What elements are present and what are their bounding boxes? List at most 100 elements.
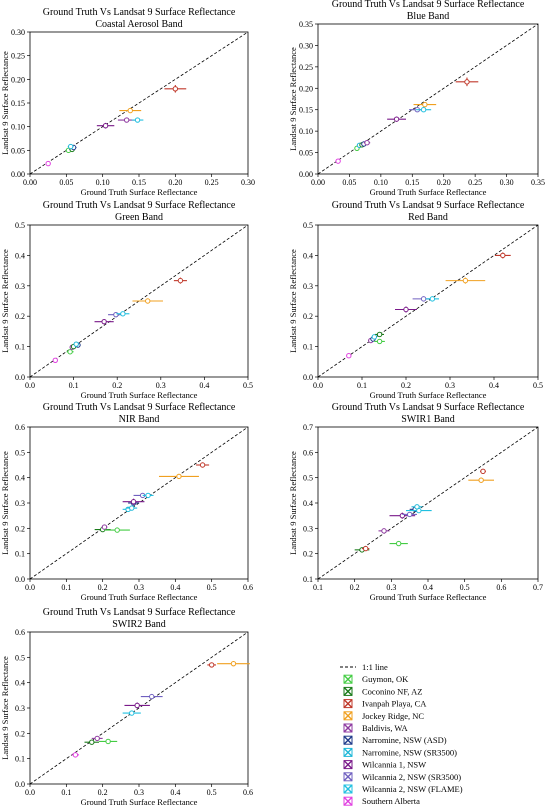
data-point: [122, 498, 145, 505]
data-point: [375, 331, 384, 338]
data-point: [425, 296, 439, 302]
y-tick-label: 0.3: [15, 282, 25, 291]
data-point: [91, 735, 103, 742]
chart-title: Ground Truth Vs Landsat 9 Surface Reflec…: [43, 607, 236, 618]
legend-label: 1:1 line: [362, 662, 388, 672]
y-tick-label: 0.25: [11, 52, 25, 61]
chart-subtitle: Red Band: [408, 212, 448, 223]
point-marker: [335, 158, 341, 164]
x-tick-label: 0.00: [311, 178, 325, 187]
legend-label: Guymon, OK: [362, 674, 409, 684]
x-axis-label: Ground Truth Surface Reflectance: [370, 592, 487, 602]
data-point: [389, 540, 408, 547]
legend-marker-box: [343, 784, 353, 794]
legend-marker-stroke: [343, 686, 353, 696]
x-tick-label: 0.20: [168, 178, 182, 187]
y-tick-label: 0.4: [15, 251, 25, 260]
x-tick-label: 0.4: [170, 788, 180, 797]
x-tick-label: 0.00: [23, 178, 37, 187]
legend-label: Ivanpah Playa, CA: [362, 699, 427, 709]
x-tick-label: 0.0: [313, 381, 323, 390]
x-tick-label: 0.3: [386, 583, 396, 592]
y-tick-label: 0.0: [15, 780, 25, 789]
data-point: [480, 468, 486, 475]
legend-marker-box: [343, 796, 353, 806]
chart-panel-6: Ground Truth Vs Landsat 9 Surface Reflec…: [288, 402, 543, 602]
data-point: [101, 524, 108, 530]
chart-subtitle: SWIR2 Band: [112, 619, 166, 630]
point-marker: [172, 86, 179, 92]
x-tick-label: 0.0: [25, 583, 35, 592]
legend-label: Coconino NF, AZ: [362, 686, 422, 696]
x-tick-label: 0.35: [531, 178, 545, 187]
point-marker: [464, 79, 470, 85]
legend-marker-icon: [343, 747, 353, 757]
data-point: [411, 504, 423, 510]
x-tick-label: 0.4: [170, 583, 180, 592]
data-point: [96, 122, 115, 129]
y-tick-label: 0.1: [15, 343, 25, 352]
legend-marker-icon: [343, 772, 353, 782]
chart-title: Ground Truth Vs Landsat 9 Surface Reflec…: [332, 200, 525, 211]
data-point: [67, 143, 74, 150]
x-tick-label: 0.5: [460, 583, 470, 592]
data-point: [52, 357, 58, 363]
x-tick-label: 0.5: [207, 788, 217, 797]
x-tick-label: 0.2: [350, 583, 360, 592]
data-point: [402, 511, 417, 518]
chart-subtitle: Green Band: [115, 212, 163, 223]
y-tick-label: 0.3: [303, 524, 313, 533]
y-tick-label: 0.0: [15, 373, 25, 382]
legend-marker-stroke: [343, 772, 353, 782]
chart-panel-2: Ground Truth Vs Landsat 9 Surface Reflec…: [288, 0, 545, 197]
y-tick-label: 0.3: [303, 282, 313, 291]
x-axis-label: Ground Truth Surface Reflectance: [81, 187, 198, 197]
x-axis-label: Ground Truth Surface Reflectance: [81, 390, 198, 400]
y-axis-label: Landsat 9 Surface Reflectance: [288, 249, 298, 353]
x-tick-label: 0.10: [96, 178, 110, 187]
y-tick-label: 0.0: [15, 575, 25, 584]
y-tick-label: 0.4: [303, 499, 313, 508]
point-marker: [67, 143, 74, 150]
y-tick-label: 0.2: [15, 729, 25, 738]
legend-marker-icon: [343, 686, 353, 696]
x-tick-label: 0.3: [134, 788, 144, 797]
y-tick-label: 0.15: [299, 106, 313, 115]
point-marker: [362, 545, 369, 552]
y-tick-label: 0.1: [15, 550, 25, 559]
y-tick-label: 0.0: [303, 373, 313, 382]
legend-label: Baldivis, WA: [362, 723, 409, 733]
legend-marker-icon: [343, 723, 353, 733]
chart-title: Ground Truth Vs Landsat 9 Surface Reflec…: [43, 200, 236, 211]
point-marker: [134, 117, 141, 123]
data-point: [119, 107, 142, 114]
y-axis-label: Landsat 9 Surface Reflectance: [288, 47, 298, 151]
data-point: [142, 492, 154, 499]
data-point: [378, 528, 390, 534]
x-tick-label: 0.1: [357, 381, 367, 390]
chart-panel-1: Ground Truth Vs Landsat 9 Surface Reflec…: [0, 7, 255, 197]
legend-marker-icon: [343, 760, 353, 770]
data-point: [94, 318, 114, 325]
point-marker: [395, 540, 402, 547]
point-marker: [420, 296, 427, 302]
one-to-one-line: [317, 426, 539, 580]
point-marker: [45, 160, 51, 167]
legend: 1:1 line Guymon, OK Coconino NF, AZ Ivanpah…: [340, 662, 463, 806]
data-point: [413, 101, 437, 108]
y-tick-label: 0.15: [11, 99, 25, 108]
chart-subtitle: Coastal Aerosol Band: [95, 19, 182, 30]
point-marker: [94, 735, 100, 742]
x-tick-label: 0.2: [98, 788, 108, 797]
x-tick-label: 0.2: [98, 583, 108, 592]
point-marker: [346, 353, 352, 359]
data-point: [124, 702, 150, 709]
y-tick-label: 0.5: [303, 474, 313, 483]
data-point: [371, 334, 378, 340]
x-tick-label: 0.5: [207, 583, 217, 592]
x-tick-label: 0.1: [61, 583, 71, 592]
x-tick-label: 0.3: [445, 381, 455, 390]
data-point: [131, 117, 144, 123]
data-point: [416, 107, 432, 113]
